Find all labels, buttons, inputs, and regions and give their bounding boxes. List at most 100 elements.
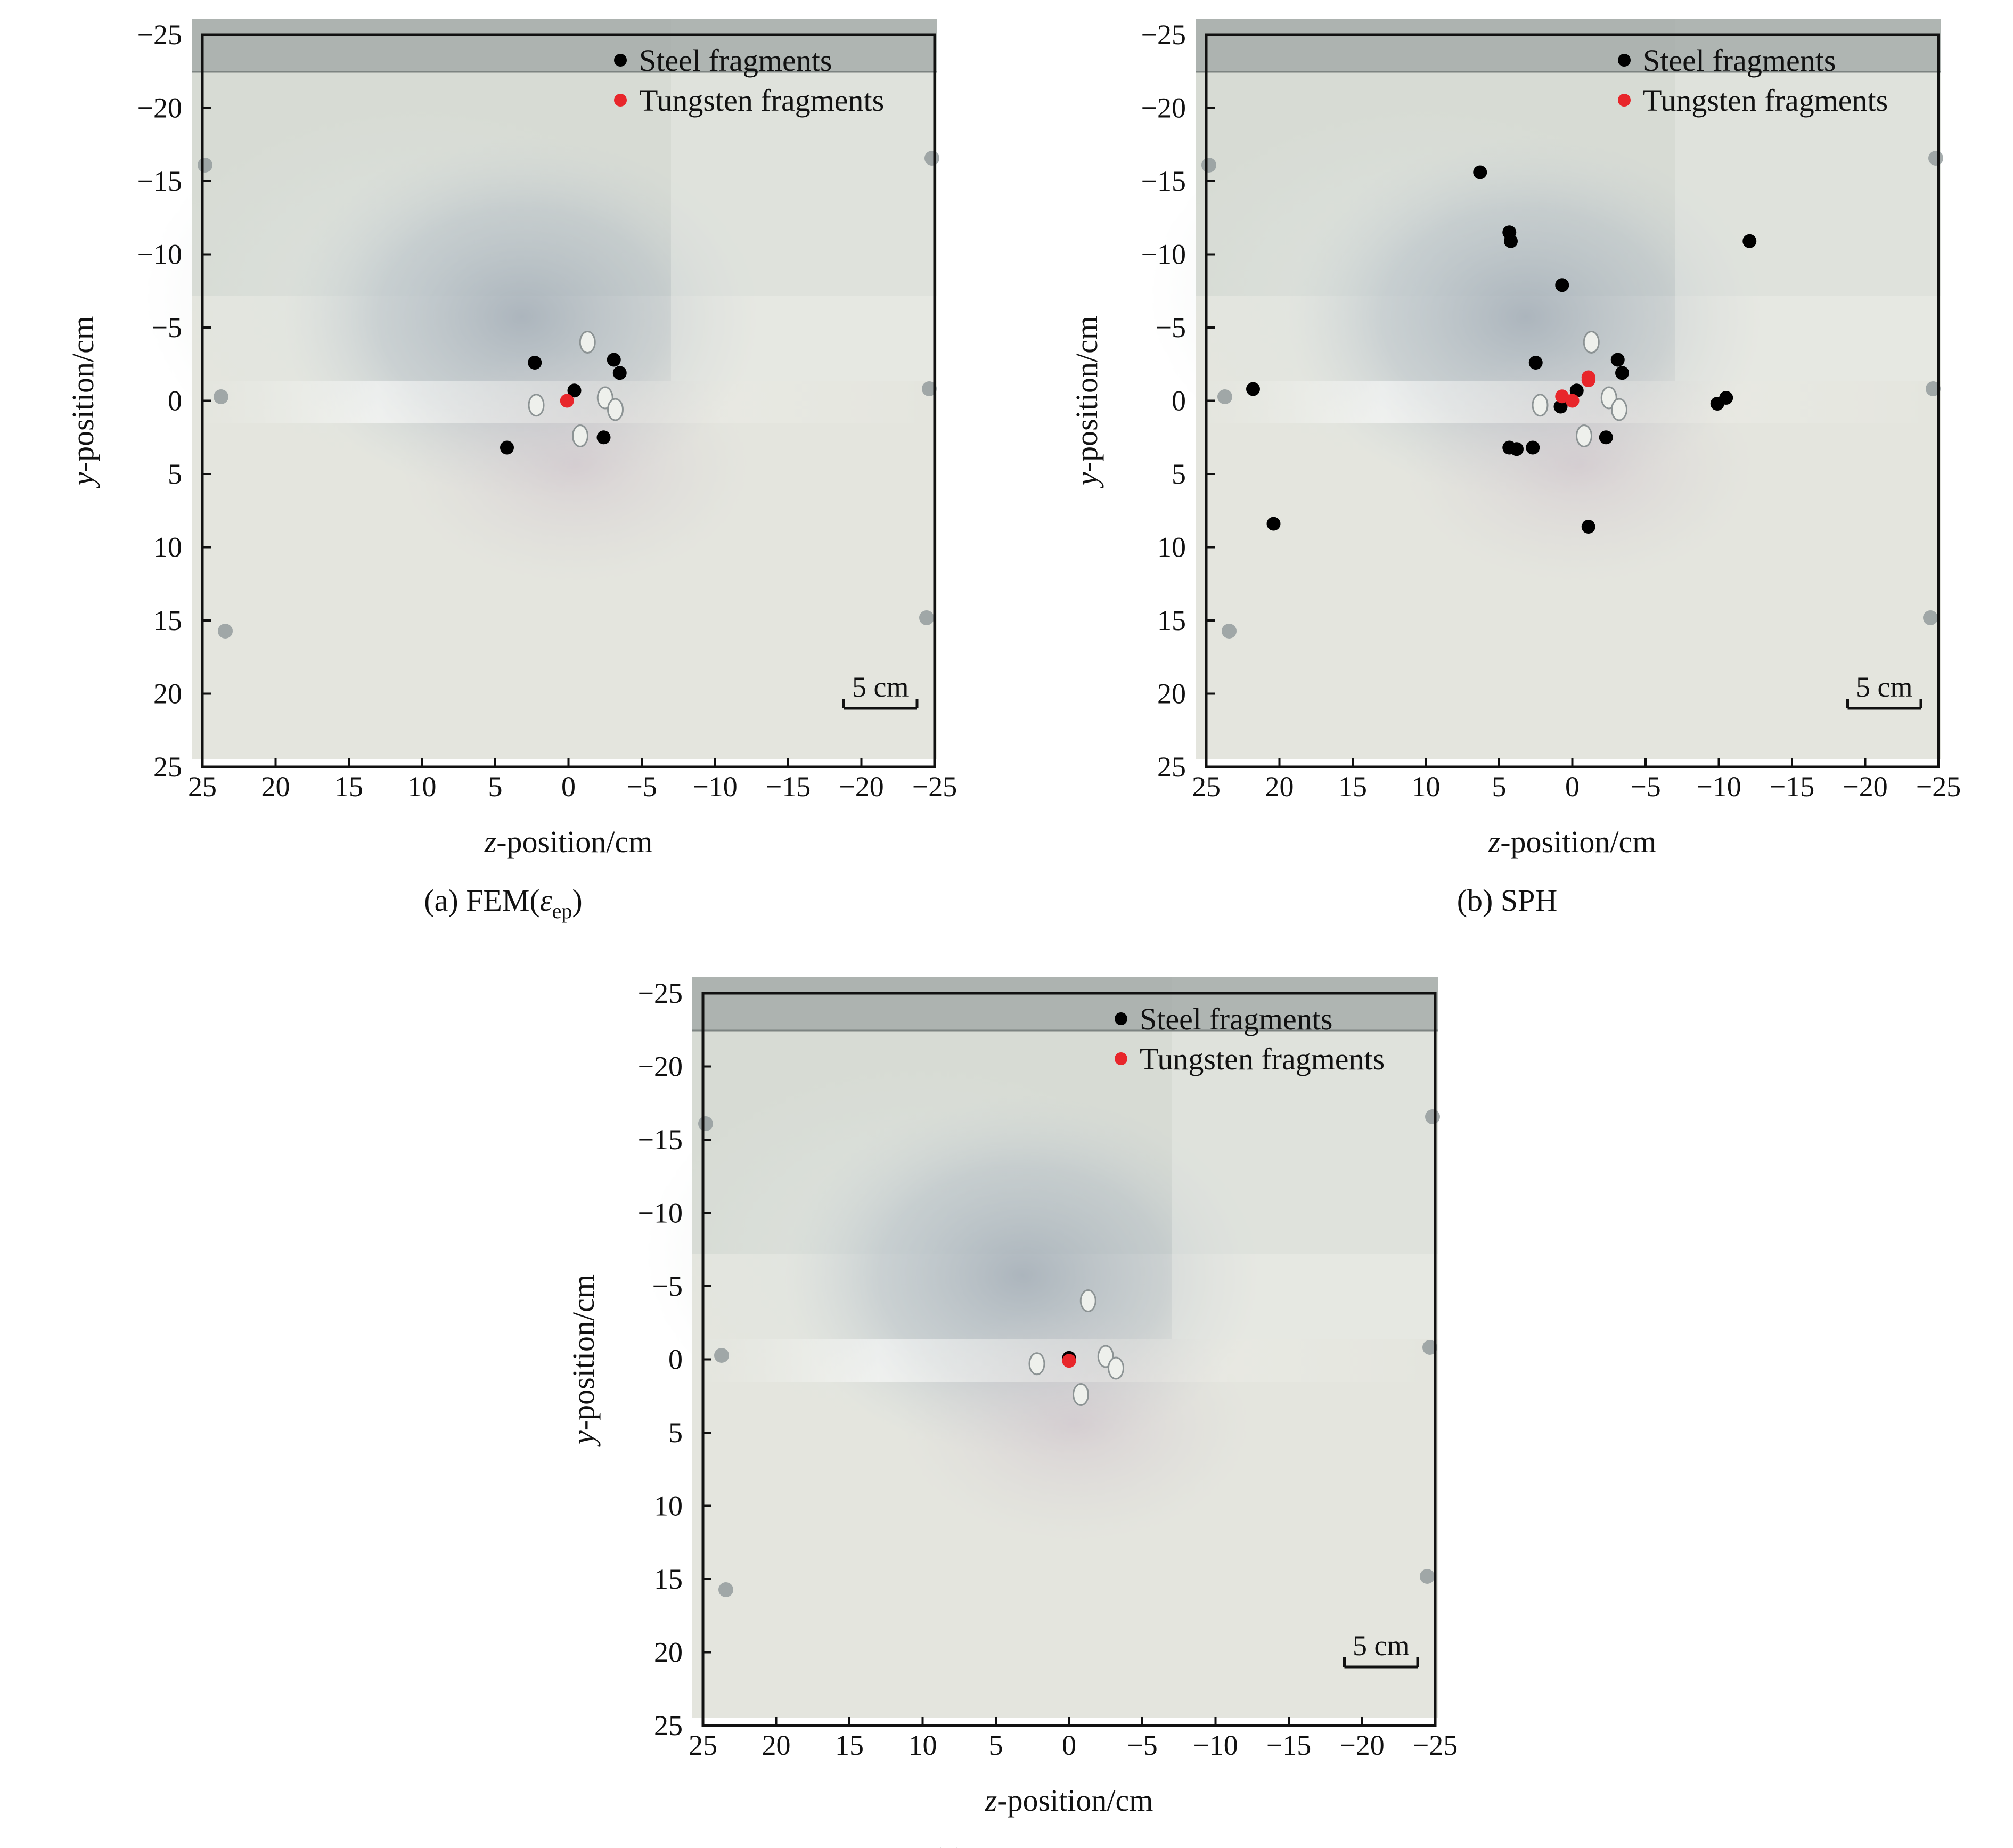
legend-marker <box>614 94 627 107</box>
target-plate-photo <box>1148 19 1943 759</box>
panel-caption: (b) SPH <box>1457 883 1558 918</box>
scale-bar: 5 cm <box>1846 671 1922 710</box>
series-steel <box>1246 165 1757 534</box>
y-tick-label: 25 <box>654 1710 683 1741</box>
x-tick-label: 10 <box>909 1729 937 1761</box>
x-tick-label: 15 <box>334 771 363 803</box>
x-tick-label: 5 <box>488 771 503 803</box>
legend: Steel fragments Tungsten fragments <box>614 43 884 118</box>
y-tick-label: 15 <box>654 1563 683 1595</box>
tungsten-fragment-point <box>1062 1354 1076 1368</box>
y-tick-label: 20 <box>153 678 182 710</box>
x-tick-label: −20 <box>1843 771 1887 803</box>
x-tick-label: 15 <box>835 1729 864 1761</box>
scale-bar: 5 cm <box>1343 1630 1419 1669</box>
x-tick-label: 10 <box>408 771 437 803</box>
y-tick-label: 20 <box>654 1637 683 1669</box>
x-tick-label: 25 <box>1192 771 1221 803</box>
steel-fragment-point <box>607 353 621 367</box>
y-tick-label: 25 <box>1157 751 1186 783</box>
legend: Steel fragments Tungsten fragments <box>1115 1002 1385 1076</box>
x-tick-label: 0 <box>561 771 576 803</box>
legend-label: Steel fragments <box>639 43 832 78</box>
legend-label: Steel fragments <box>1140 1002 1332 1036</box>
series-tungsten <box>1062 1354 1076 1368</box>
steel-fragment-point <box>612 366 627 380</box>
steel-fragment-point <box>1581 520 1595 534</box>
steel-fragment-point <box>1473 165 1487 179</box>
scale-bar-label: 5 cm <box>1353 1630 1409 1662</box>
x-tick-label: −5 <box>1630 771 1660 803</box>
scale-bar: 5 cm <box>842 671 919 710</box>
legend-marker <box>1618 54 1631 67</box>
legend-label: Steel fragments <box>1643 43 1836 78</box>
x-tick-label: 20 <box>762 1729 791 1761</box>
series-steel <box>500 353 627 455</box>
y-axis-label: y-position/cm <box>66 316 100 488</box>
y-axis-label: y-position/cm <box>1069 316 1104 488</box>
x-tick-label: −15 <box>766 771 811 803</box>
y-tick-label: −15 <box>137 165 182 197</box>
chart-panel-2: 25 20 15 10 5 0 −5 −10 −15 −20 −25 −25 −20 −15 −10 −5 0 5… <box>1069 19 1961 918</box>
steel-fragment-point <box>1526 440 1540 455</box>
x-tick-label: 10 <box>1412 771 1441 803</box>
panel-caption: (c) FE-SPH <box>931 1842 1076 1848</box>
legend: Steel fragments Tungsten fragments <box>1618 43 1888 118</box>
y-tick-label: −10 <box>638 1197 683 1229</box>
target-plate-photo <box>644 977 1440 1718</box>
series-tungsten <box>1555 370 1595 408</box>
y-axis-label: y-position/cm <box>566 1274 601 1447</box>
legend-marker <box>1115 1052 1127 1065</box>
legend-marker <box>614 54 627 67</box>
steel-fragment-point <box>1710 397 1724 411</box>
x-tick-label: −20 <box>1339 1729 1384 1761</box>
steel-fragment-point <box>1528 356 1543 370</box>
x-tick-label: −10 <box>1193 1729 1238 1761</box>
x-tick-label: −25 <box>912 771 957 803</box>
y-tick-label: −5 <box>1156 312 1186 344</box>
tungsten-fragment-point <box>1565 394 1580 408</box>
y-tick-label: 0 <box>668 1344 683 1376</box>
y-tick-label: 10 <box>654 1490 683 1522</box>
x-tick-label: 25 <box>689 1729 717 1761</box>
y-tick-label: 5 <box>668 1417 683 1449</box>
legend-label: Tungsten fragments <box>1643 83 1888 118</box>
legend-label: Tungsten fragments <box>1140 1042 1385 1076</box>
x-tick-label: −25 <box>1413 1729 1458 1761</box>
x-tick-label: 0 <box>1565 771 1580 803</box>
legend-marker <box>1115 1012 1127 1025</box>
x-tick-label: 5 <box>989 1729 1003 1761</box>
legend-label: Tungsten fragments <box>639 83 884 118</box>
x-tick-label: 0 <box>1062 1729 1076 1761</box>
y-tick-label: 25 <box>153 751 182 783</box>
panel-caption: (a) FEM(εep) <box>424 883 582 923</box>
y-tick-label: −25 <box>638 977 683 1009</box>
y-tick-label: 0 <box>168 385 182 417</box>
y-tick-label: 10 <box>153 531 182 563</box>
y-tick-label: 5 <box>168 458 182 490</box>
steel-fragment-point <box>1615 366 1629 380</box>
y-tick-label: −10 <box>137 239 182 271</box>
y-tick-label: −20 <box>137 92 182 124</box>
steel-fragment-point <box>567 383 582 398</box>
steel-fragment-point <box>1504 234 1518 248</box>
y-tick-label: −20 <box>638 1051 683 1083</box>
x-tick-label: −20 <box>839 771 883 803</box>
x-tick-label: −10 <box>692 771 737 803</box>
scale-bar-label: 5 cm <box>1856 671 1912 703</box>
steel-fragment-point <box>1246 382 1260 396</box>
steel-fragment-point <box>596 430 611 445</box>
y-tick-label: −15 <box>1141 165 1186 197</box>
y-tick-label: 5 <box>1172 458 1186 490</box>
x-axis-label: z-position/cm <box>985 1783 1153 1818</box>
steel-fragment-point <box>1510 442 1524 456</box>
chart-panel-1: 25 20 15 10 5 0 −5 −10 −15 −20 −25 −25 −20 −15 −10 −5 0 5… <box>66 19 957 923</box>
x-tick-label: −10 <box>1696 771 1741 803</box>
tungsten-fragment-point <box>1581 370 1595 385</box>
x-tick-label: 25 <box>188 771 217 803</box>
y-tick-label: −25 <box>137 19 182 51</box>
x-tick-label: −25 <box>1916 771 1961 803</box>
steel-fragment-point <box>528 356 542 370</box>
y-tick-label: 10 <box>1157 531 1186 563</box>
